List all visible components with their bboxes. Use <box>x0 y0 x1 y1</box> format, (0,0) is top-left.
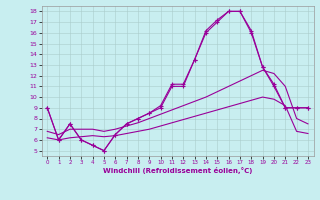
X-axis label: Windchill (Refroidissement éolien,°C): Windchill (Refroidissement éolien,°C) <box>103 167 252 174</box>
